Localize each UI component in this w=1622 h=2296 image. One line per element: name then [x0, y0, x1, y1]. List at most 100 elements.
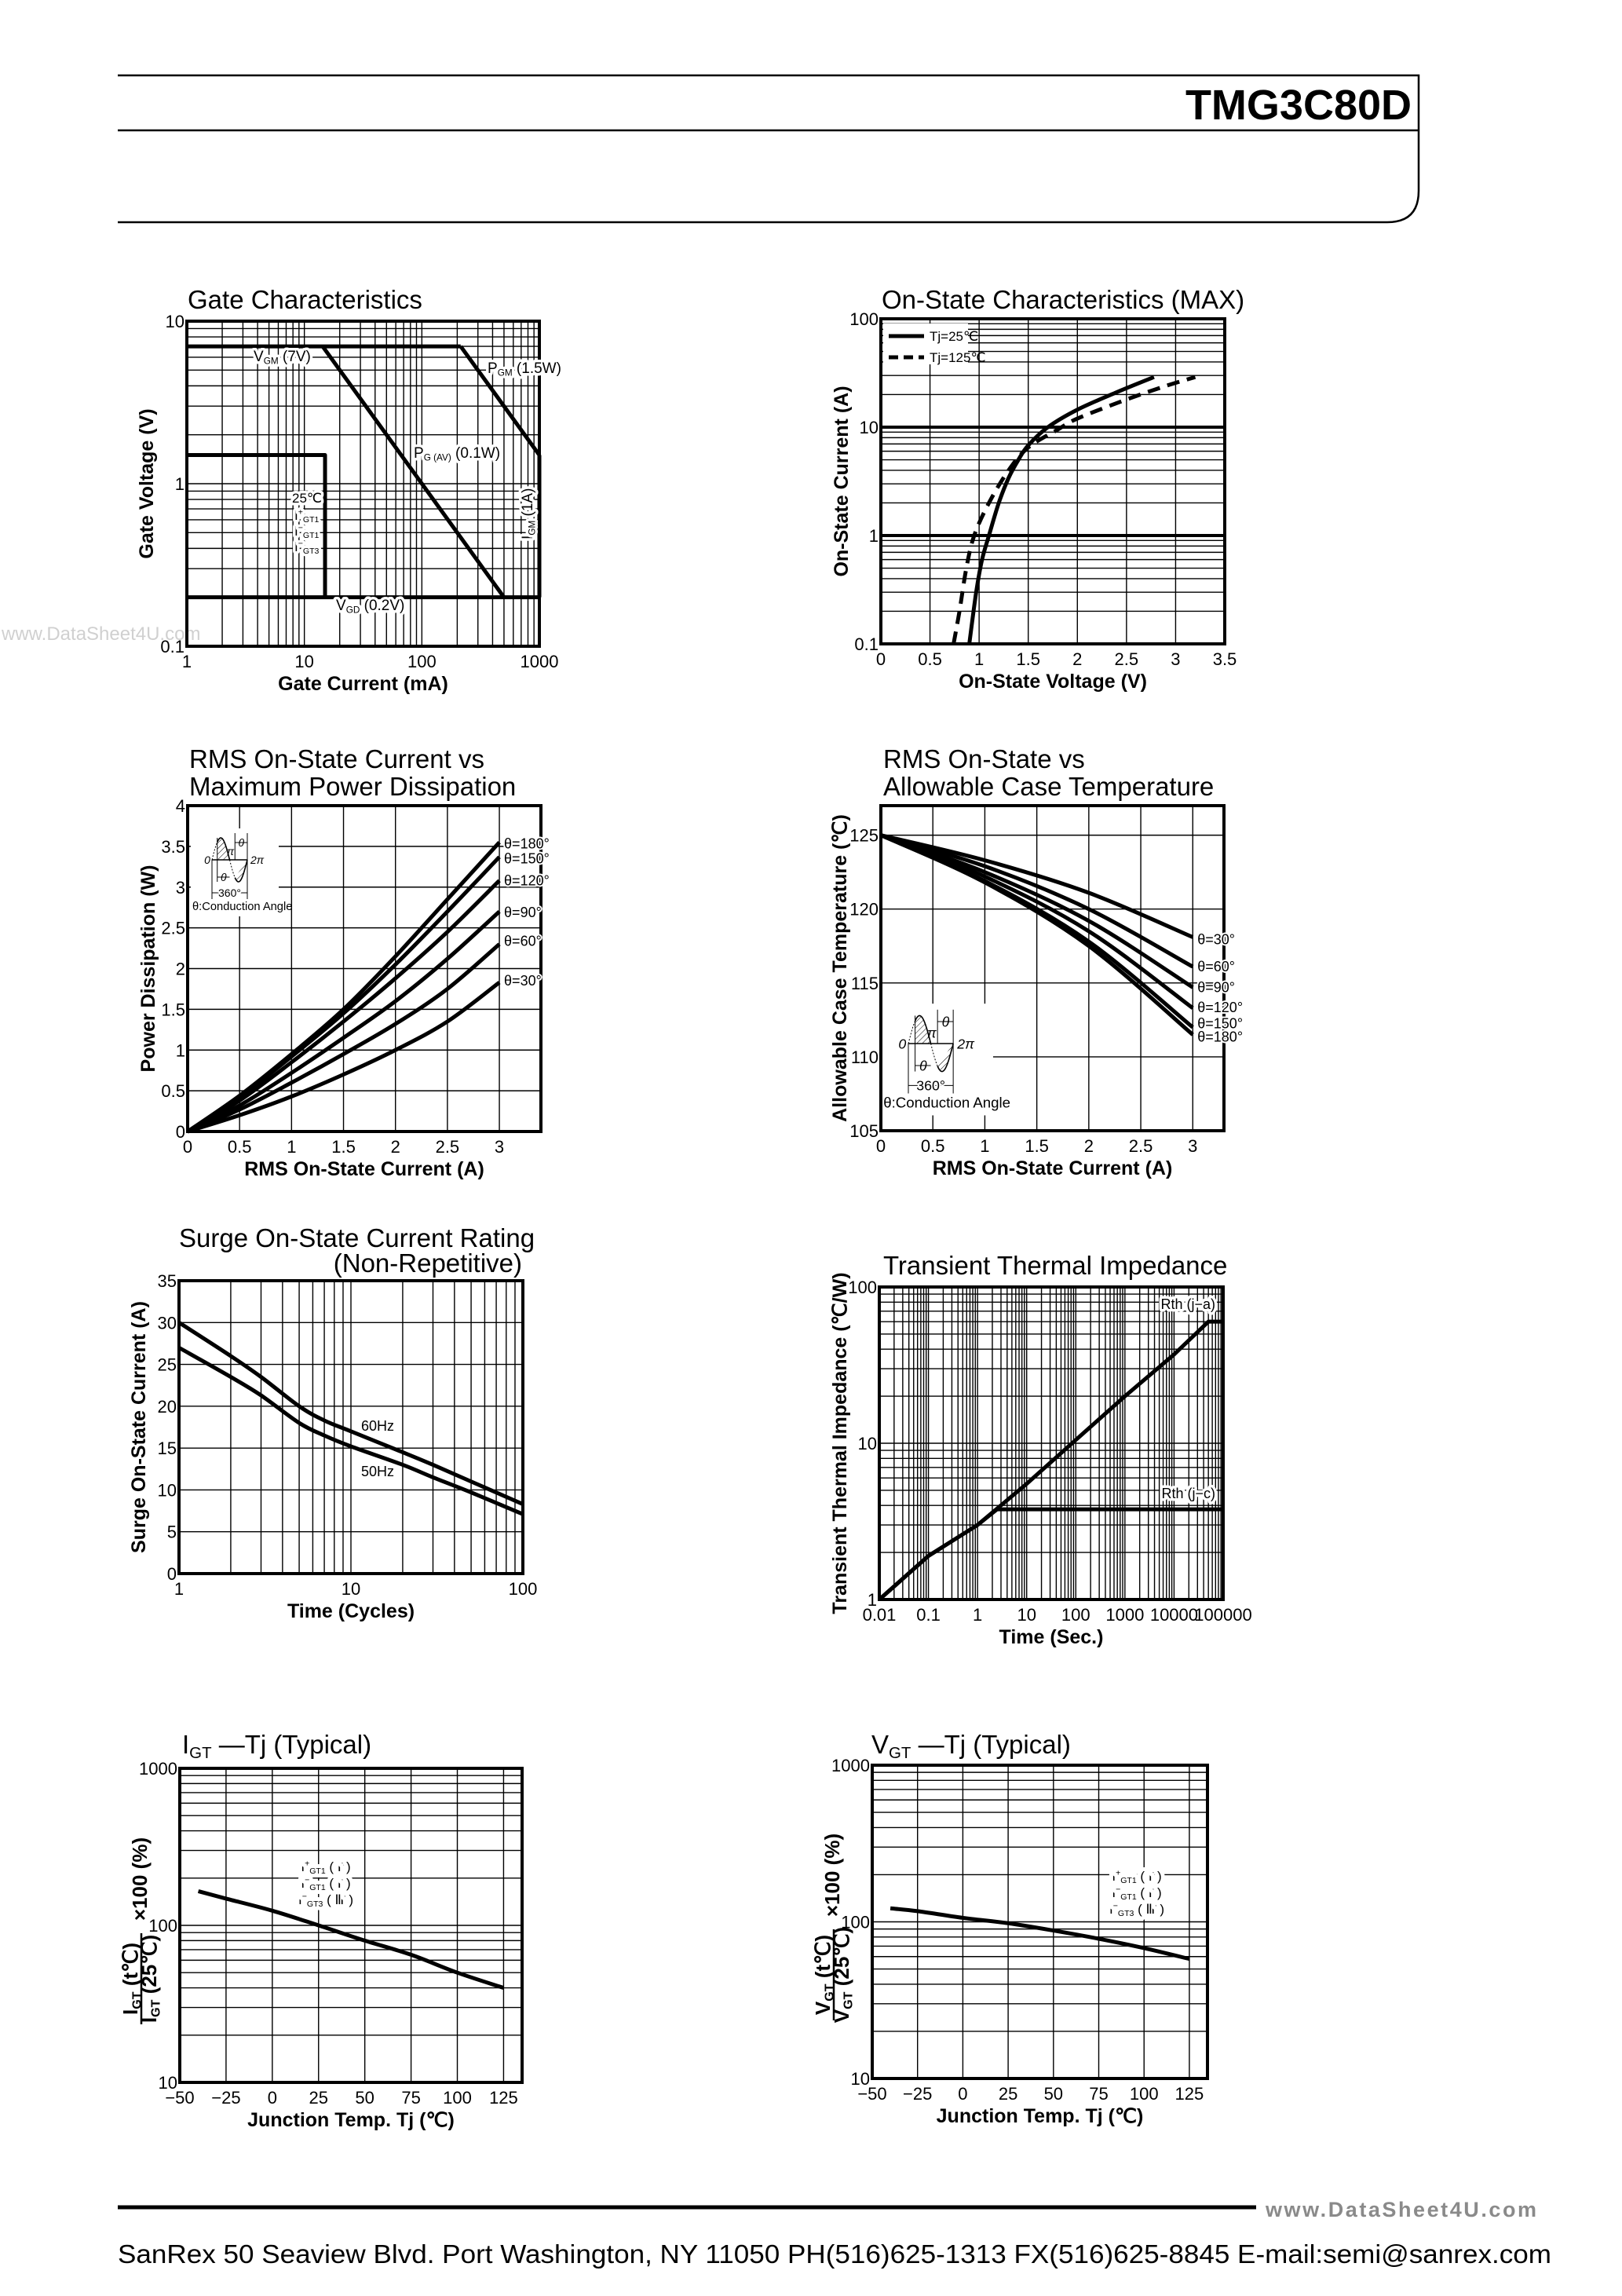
y-tick-label: 3: [176, 878, 185, 898]
text-run: V: [871, 1730, 889, 1759]
x-tick-label: 2.5: [1129, 1136, 1153, 1156]
dotted-sine: [229, 859, 236, 878]
x-tick-label: 1: [174, 1579, 184, 1599]
x-tick-label: 10: [294, 652, 313, 671]
subscript: GT: [189, 1744, 212, 1762]
x-tick-label: 100: [407, 652, 437, 671]
inset-label-zero: 0: [204, 854, 210, 866]
x-tick-label: 0.5: [228, 1137, 252, 1157]
series-label: θ=180°: [1197, 1029, 1243, 1045]
series-line-2: [320, 345, 506, 599]
y-label-denominator: VGT​ (25℃): [830, 1927, 856, 2023]
series-line-3: [458, 345, 542, 457]
annotation-label: PG (AV)​ (0.1W): [414, 445, 500, 462]
text-run: —Tj (Typical): [911, 1730, 1071, 1759]
text-run: (7V): [279, 349, 311, 365]
x-tick-label: 100: [1061, 1605, 1090, 1625]
y-axis-label: Allowable Case Temperature (℃): [829, 814, 851, 1122]
x-tick-label: 25: [999, 2084, 1017, 2104]
footer: www.DataSheet4U.com SanRex 50 Seaview Bl…: [118, 2198, 1551, 2269]
chart-title: Gate Characteristics: [188, 285, 422, 314]
y-label-denominator: IGT​ (25℃): [137, 1935, 163, 2023]
text-run: ): [346, 1876, 351, 1891]
chart-title: On-State Characteristics (MAX): [882, 285, 1244, 314]
text-run: Maximum Power Dissipation: [189, 772, 516, 801]
annotation-label: I+​GT1​: [294, 508, 320, 525]
x-tick-label: 10000: [1150, 1605, 1198, 1625]
text-run: ): [1157, 1869, 1162, 1884]
x-tick-label: 10: [342, 1579, 360, 1599]
x-tick-label: 125: [489, 2088, 518, 2108]
annotation-label: I−​GT1​: [294, 524, 320, 541]
x-tick-label: 75: [1089, 2084, 1108, 2104]
text-run: ( Ⅲ: [1134, 1902, 1155, 1917]
annotation-label: VGD​ (0.2V): [336, 598, 404, 615]
text-run: ): [1157, 1885, 1162, 1900]
text-run: ( Ⅰ: [1137, 1869, 1153, 1884]
text-run: —Tj (Typical): [212, 1730, 372, 1759]
inset-label-theta: θ: [239, 836, 245, 849]
subscript: GT1: [1120, 1892, 1137, 1902]
text-run: (25℃): [830, 1927, 853, 1992]
chart-title: Surge On-State Current Rating: [179, 1223, 535, 1252]
series-label: 60Hz: [361, 1418, 394, 1434]
text-run: ( Ⅰ: [1137, 1885, 1153, 1900]
gridlines: [879, 1287, 1223, 1600]
x-tick-label: 1: [287, 1137, 296, 1157]
series-line-1: [197, 1889, 505, 1990]
series-label: Rth (j−c): [1161, 1486, 1215, 1501]
x-tick-label: 0.5: [921, 1136, 945, 1156]
series-line-1: [880, 833, 1194, 939]
subscript: GT: [149, 1999, 163, 2017]
text-run: Surge On-State Current Rating: [179, 1223, 535, 1252]
part-number: TMG3C80D: [1185, 82, 1412, 129]
y-label-suffix: ×100 (%): [820, 1834, 844, 1917]
y-tick-label: 25: [158, 1355, 177, 1375]
x-tick-label: 0.01: [863, 1605, 897, 1625]
hatched-positive-region: [915, 1015, 931, 1044]
x-axis-label: Junction Temp. Tj (℃): [247, 2109, 455, 2131]
x-tick-label: 0: [876, 1136, 886, 1156]
plot-frame: [178, 1767, 524, 2084]
chart-4: 0 π 2π θ θ 360°θ:Conduction Angle 0 0.5 1 1.5 2 2.5…: [829, 744, 1244, 1179]
series-line-6: [879, 833, 1194, 1036]
plot-frame: [871, 1764, 1209, 2080]
x-tick-label: 2.5: [436, 1137, 460, 1157]
subscript: GM: [498, 367, 513, 378]
y-tick-label: 15: [158, 1439, 177, 1458]
hatched-negative-region: [235, 860, 247, 882]
text-run: (25℃): [137, 1935, 161, 2000]
dotted-sine: [930, 1043, 938, 1066]
x-tick-label: 25: [309, 2088, 328, 2108]
inset-label-pi: π: [227, 845, 235, 857]
inset-label-zero: 0: [898, 1036, 906, 1051]
x-tick-label: 50: [355, 2088, 374, 2108]
conduction-angle-diagram: 0 π 2π θ θ 360° θ:Conduction Angle: [191, 828, 292, 916]
series-label: θ=120°: [1197, 1000, 1243, 1015]
y-tick-label: 10: [860, 418, 879, 437]
plot-frame: [879, 317, 1226, 645]
watermark-bottom: www.DataSheet4U.com: [1265, 2198, 1536, 2221]
text-run: ( Ⅰ: [326, 1859, 342, 1874]
text-run: (1.5W): [513, 360, 561, 377]
x-axis-label: Time (Cycles): [287, 1600, 415, 1622]
inset-label-theta: θ: [221, 871, 227, 883]
series-line-6: [187, 981, 501, 1134]
x-tick-label: −25: [211, 2088, 240, 2108]
y-tick-label: 0.1: [854, 634, 879, 654]
series-label: θ=30°: [504, 973, 542, 989]
x-tick-label: 2: [1072, 649, 1082, 669]
x-tick-label: 0: [958, 2084, 967, 2104]
y-axis-label: VGT​ (t℃)VGT​ (25℃)×100 (%): [811, 1834, 856, 2023]
text-run: ( Ⅲ: [323, 1892, 344, 1907]
legend-label: Tj=125℃: [930, 350, 986, 365]
y-axis-label: Transient Thermal Impedance (℃/W): [829, 1272, 851, 1614]
y-tick-label: 1.5: [161, 1000, 185, 1019]
chart-title: IGT​ —Tj (Typical): [182, 1730, 371, 1762]
x-tick-label: 1000: [1105, 1605, 1144, 1625]
y-tick-label: 1000: [139, 1759, 177, 1779]
x-tick-label: 3.5: [1213, 649, 1237, 669]
y-axis-label: On-State Current (A): [831, 386, 853, 576]
